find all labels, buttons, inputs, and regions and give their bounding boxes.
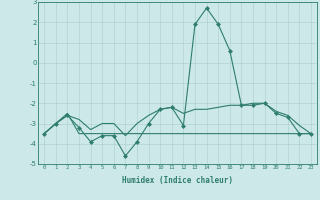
X-axis label: Humidex (Indice chaleur): Humidex (Indice chaleur) — [122, 176, 233, 185]
